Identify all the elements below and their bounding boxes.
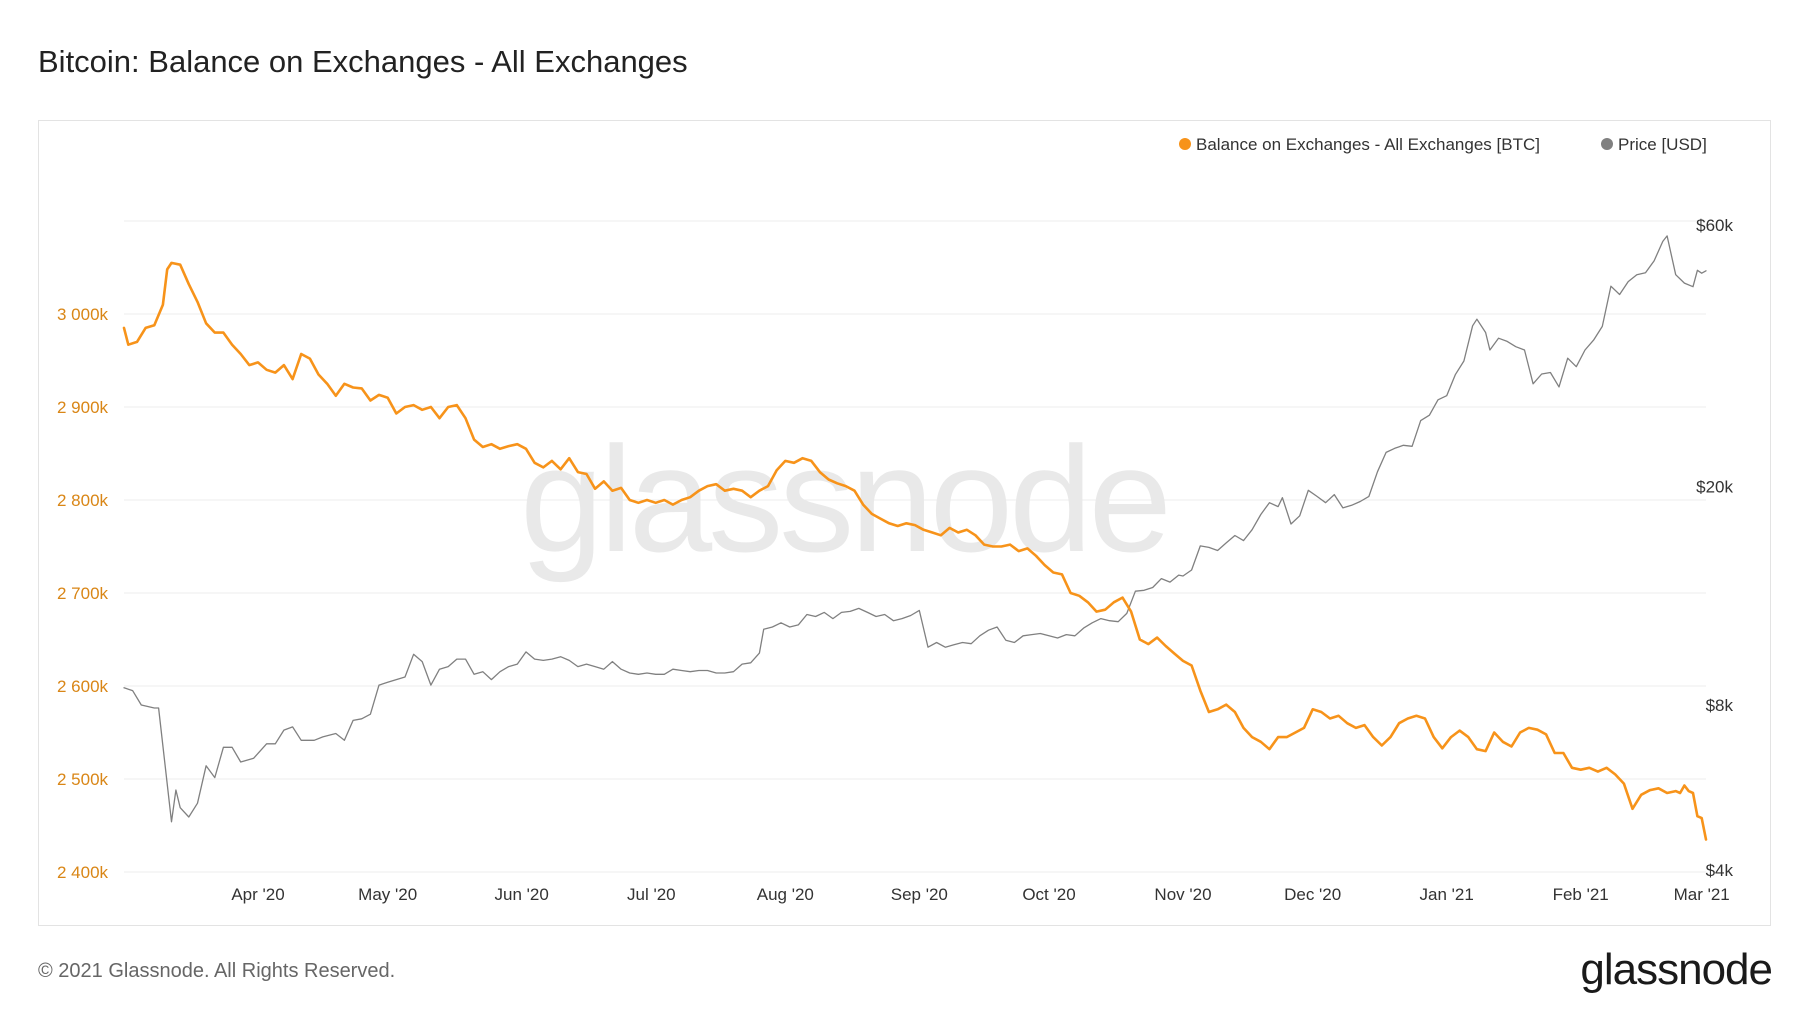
- x-tick-label: Apr '20: [231, 885, 284, 904]
- x-tick-label: Oct '20: [1022, 885, 1075, 904]
- page-title: Bitcoin: Balance on Exchanges - All Exch…: [38, 44, 688, 79]
- right-axis: $4k $8k $20k $60k: [1696, 216, 1733, 880]
- x-tick-label: Jul '20: [627, 885, 676, 904]
- left-tick-label: 2 600k: [57, 677, 109, 696]
- left-tick-label: 2 700k: [57, 584, 109, 603]
- x-tick-label: May '20: [358, 885, 417, 904]
- series-line-price[interactable]: [123, 235, 1707, 823]
- gridlines: [124, 220, 1706, 873]
- x-tick-label: Nov '20: [1154, 885, 1211, 904]
- footer-copyright: © 2021 Glassnode. All Rights Reserved.: [38, 960, 396, 982]
- legend-item-balance[interactable]: Balance on Exchanges - All Exchanges [BT…: [1179, 135, 1540, 154]
- left-tick-label: 2 400k: [57, 863, 109, 882]
- left-tick-label: 2 800k: [57, 491, 109, 510]
- left-tick-label: 3 000k: [57, 305, 109, 324]
- left-tick-label: 2 900k: [57, 398, 109, 417]
- x-tick-label: Jun '20: [495, 885, 549, 904]
- x-tick-label: Dec '20: [1284, 885, 1341, 904]
- x-tick-label: Sep '20: [891, 885, 948, 904]
- x-tick-label: Jan '21: [1420, 885, 1474, 904]
- series-layer: [122, 235, 1708, 841]
- right-tick-label: $60k: [1696, 216, 1733, 235]
- right-tick-label: $20k: [1696, 478, 1733, 497]
- x-tick-label: Mar '21: [1674, 885, 1730, 904]
- footer-logo[interactable]: glassnode: [1580, 945, 1773, 994]
- x-tick-label: Aug '20: [757, 885, 814, 904]
- chart-frame: glassnode 2 400k 2 500k 2 600k 2 700k 2 800k…: [38, 120, 1771, 926]
- legend-label-price: Price [USD]: [1618, 135, 1707, 154]
- legend-label-balance: Balance on Exchanges - All Exchanges [BT…: [1196, 135, 1540, 154]
- right-tick-label: $4k: [1706, 861, 1734, 880]
- chart-svg: glassnode 2 400k 2 500k 2 600k 2 700k 2 800k…: [57, 135, 1733, 904]
- left-tick-label: 2 500k: [57, 770, 109, 789]
- left-axis: 2 400k 2 500k 2 600k 2 700k 2 800k 2 900k 3 00…: [57, 305, 109, 882]
- watermark-logo: glassnode: [520, 415, 1168, 583]
- x-tick-label: Feb '21: [1553, 885, 1609, 904]
- series-line-balance[interactable]: [122, 261, 1708, 841]
- legend-dot-price-icon: [1601, 138, 1613, 150]
- legend-dot-balance-icon: [1179, 138, 1191, 150]
- legend: Balance on Exchanges - All Exchanges [BT…: [1179, 135, 1707, 154]
- right-tick-label: $8k: [1706, 696, 1734, 715]
- x-axis: Apr '20 May '20 Jun '20 Jul '20 Aug '20 Sep '…: [231, 885, 1729, 904]
- legend-item-price[interactable]: Price [USD]: [1601, 135, 1707, 154]
